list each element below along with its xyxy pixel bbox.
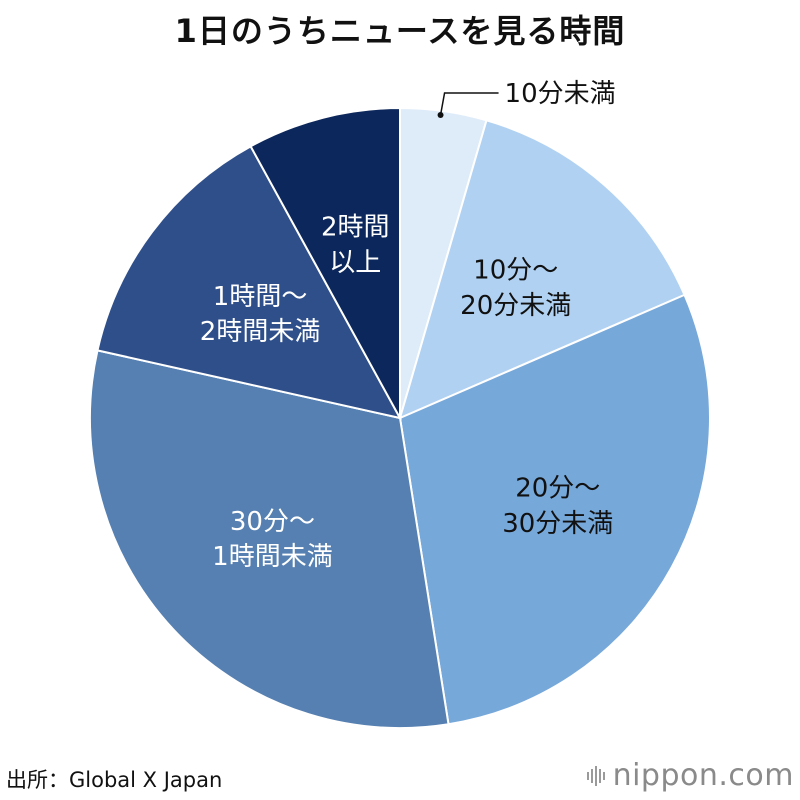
- slice-label-1: 10分未満: [505, 79, 616, 109]
- sound-bars-icon: [586, 762, 605, 790]
- slice-label-line: 20分～: [515, 474, 600, 504]
- pie-slice-4: [89, 349, 450, 729]
- callout: 10分未満: [437, 79, 616, 119]
- slice-label-line: 1時間未満: [212, 542, 333, 572]
- slice-label-line: 1時間～: [213, 282, 308, 312]
- pie-slice-6: [249, 106, 401, 419]
- slice-label-3: 20分～ 30分未満: [502, 474, 613, 539]
- brand-logo: nippon.com: [586, 758, 794, 793]
- slice-label-5: 1時間～ 2時間未満: [200, 282, 321, 347]
- brand-name: nippon.com: [612, 758, 794, 793]
- chart-title: 1日のうちニュースを見る時間: [174, 12, 626, 50]
- slice-label-line: 2時間: [321, 213, 390, 243]
- slice-label-line: 30分～: [230, 507, 315, 537]
- pie-labels: 10分～ 20分未満 20分～ 30分未満 30分～ 1時間未満 1時間～ 2時間未満 2時間以…: [200, 213, 614, 572]
- pie-slice-3: [398, 293, 711, 726]
- pie-slices: [89, 106, 711, 729]
- slice-label-line: 2時間未満: [200, 317, 321, 347]
- slice-label-line: 30分未満: [502, 509, 613, 539]
- slice-label-line: 20分未満: [460, 291, 571, 321]
- callout-line: [439, 92, 499, 116]
- slice-label-line: 10分～: [473, 256, 558, 286]
- slice-label-2: 10分～ 20分未満: [460, 256, 571, 321]
- source-note: 出所：Global X Japan: [6, 768, 223, 792]
- slice-label-line: 以上: [329, 248, 381, 278]
- slice-label-6: 2時間以上: [321, 213, 390, 278]
- pie-slice-5: [96, 144, 402, 420]
- pie-slice-2: [398, 119, 686, 420]
- slice-label-4: 30分～ 1時間未満: [212, 507, 333, 572]
